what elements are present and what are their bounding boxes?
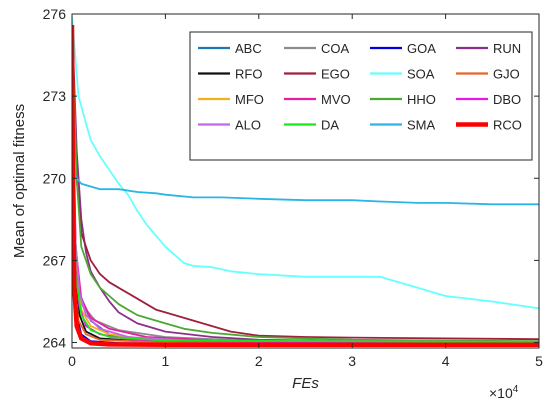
- x-tick-label: 5: [535, 353, 543, 369]
- legend-entry-abc: ABC: [198, 41, 262, 56]
- legend-entry-sma: SMA: [370, 118, 436, 133]
- y-tick-label: 267: [43, 252, 67, 268]
- x-tick-label: 3: [348, 353, 356, 369]
- legend-entry-ego: EGO: [284, 67, 350, 82]
- legend-entry-da: DA: [284, 118, 339, 133]
- legend-entry-coa: COA: [284, 41, 350, 56]
- series-line-rco: [72, 24, 539, 347]
- series-line-soa: [72, 16, 539, 310]
- legend-label: ALO: [235, 118, 261, 133]
- plot-frame: [71, 13, 540, 349]
- legend-label: DBO: [493, 92, 521, 107]
- series-line-ego: [72, 19, 539, 341]
- legend: ABC COA GOA RUN RFO EGO SOA GJO MFO MVO HHO DBO ALO D…: [189, 31, 533, 161]
- legend-label: RCO: [493, 118, 522, 133]
- y-tick-label: 270: [43, 170, 67, 186]
- legend-entry-run: RUN: [456, 41, 521, 56]
- series-lines: [72, 16, 539, 347]
- legend-label: MVO: [321, 92, 351, 107]
- legend-label: COA: [321, 41, 350, 56]
- legend-label: EGO: [321, 67, 350, 82]
- x-axis-label: FEs: [292, 375, 319, 392]
- x-multiplier-base: ×10: [489, 385, 513, 401]
- legend-label: GOA: [407, 41, 436, 56]
- legend-box: [189, 31, 533, 161]
- y-tick-label: 273: [43, 88, 67, 104]
- legend-label: SMA: [407, 118, 436, 133]
- legend-entry-soa: SOA: [370, 67, 435, 82]
- legend-label: ABC: [235, 41, 262, 56]
- y-tick-label: 264: [43, 335, 67, 351]
- legend-entry-rfo: RFO: [198, 67, 262, 82]
- y-tick-label: 276: [43, 6, 67, 22]
- legend-entry-mfo: MFO: [198, 92, 264, 107]
- series-line-hho: [72, 27, 539, 343]
- legend-label: DA: [321, 118, 339, 133]
- legend-entry-goa: GOA: [370, 41, 436, 56]
- legend-entry-rco: RCO: [456, 118, 522, 133]
- x-tick-label: 0: [68, 353, 76, 369]
- x-axis-multiplier: ×104: [489, 384, 519, 401]
- axis-ticks: 0 1 2 3 4 5 264 267 270 273 276: [43, 6, 543, 369]
- x-multiplier-exponent: 4: [513, 384, 519, 395]
- y-axis-label: Mean of optimal fitness: [11, 104, 28, 258]
- legend-label: MFO: [235, 92, 264, 107]
- series-line-run: [72, 19, 539, 343]
- legend-label: RUN: [493, 41, 521, 56]
- legend-entry-gjo: GJO: [456, 67, 520, 82]
- x-tick-label: 1: [162, 353, 170, 369]
- legend-entry-hho: HHO: [370, 92, 436, 107]
- legend-entry-mvo: MVO: [284, 92, 351, 107]
- legend-label: RFO: [235, 67, 262, 82]
- x-tick-label: 4: [442, 353, 450, 369]
- legend-label: GJO: [493, 67, 520, 82]
- x-tick-label: 2: [255, 353, 263, 369]
- series-line-sma: [72, 169, 539, 206]
- legend-entry-dbo: DBO: [456, 92, 521, 107]
- legend-label: HHO: [407, 92, 436, 107]
- legend-entry-alo: ALO: [198, 118, 261, 133]
- legend-label: SOA: [407, 67, 435, 82]
